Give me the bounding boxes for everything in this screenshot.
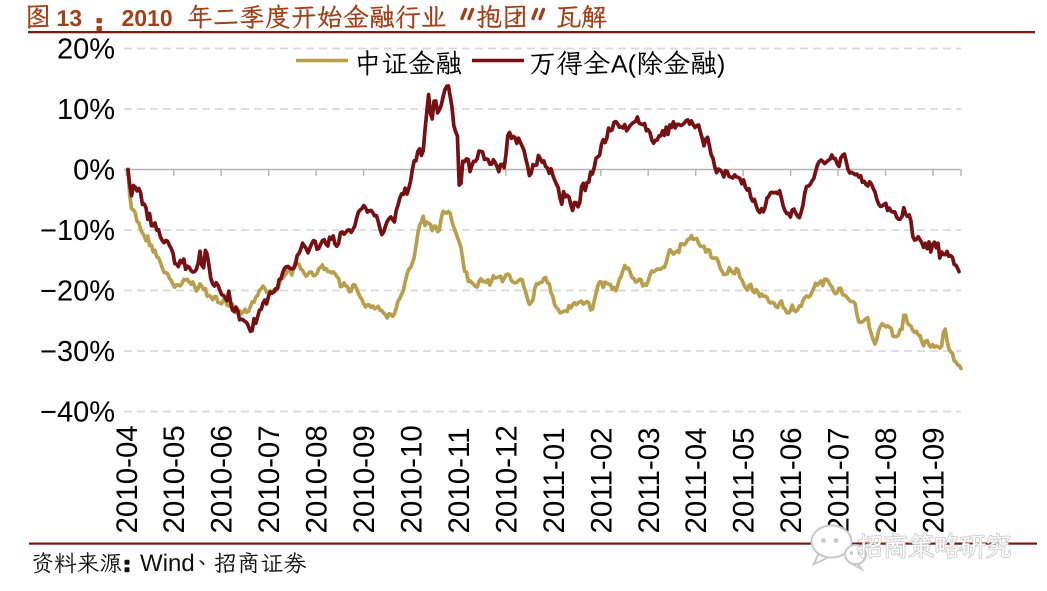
svg-text:2010-07: 2010-07 xyxy=(253,425,286,533)
svg-text:2010-08: 2010-08 xyxy=(301,425,334,533)
svg-text:0%: 0% xyxy=(73,155,115,187)
svg-text:2010-04: 2010-04 xyxy=(111,425,144,533)
svg-text:−10%: −10% xyxy=(40,215,115,247)
svg-text:2010-09: 2010-09 xyxy=(348,425,381,533)
svg-text:2011-04: 2011-04 xyxy=(680,427,713,533)
svg-text:2010-05: 2010-05 xyxy=(158,425,191,533)
svg-text:2010-12: 2010-12 xyxy=(490,425,523,533)
svg-text:10%: 10% xyxy=(57,94,115,126)
svg-text:2011-06: 2011-06 xyxy=(775,427,808,533)
svg-text:2011-01: 2011-01 xyxy=(538,427,571,533)
svg-text:−40%: −40% xyxy=(40,397,115,429)
svg-text:2010-11: 2010-11 xyxy=(443,427,476,533)
svg-text:2011-05: 2011-05 xyxy=(728,427,761,533)
svg-text:2010-10: 2010-10 xyxy=(396,425,429,533)
svg-text:2011-03: 2011-03 xyxy=(633,427,666,533)
svg-text:2011-09: 2011-09 xyxy=(918,427,951,533)
svg-text:2011-07: 2011-07 xyxy=(823,427,856,533)
svg-text:2011-08: 2011-08 xyxy=(870,427,903,533)
svg-text:2010-06: 2010-06 xyxy=(206,425,239,533)
svg-text:−20%: −20% xyxy=(40,276,115,308)
svg-text:−30%: −30% xyxy=(40,336,115,368)
svg-text:2011-02: 2011-02 xyxy=(585,427,618,533)
svg-text:20%: 20% xyxy=(57,34,115,66)
